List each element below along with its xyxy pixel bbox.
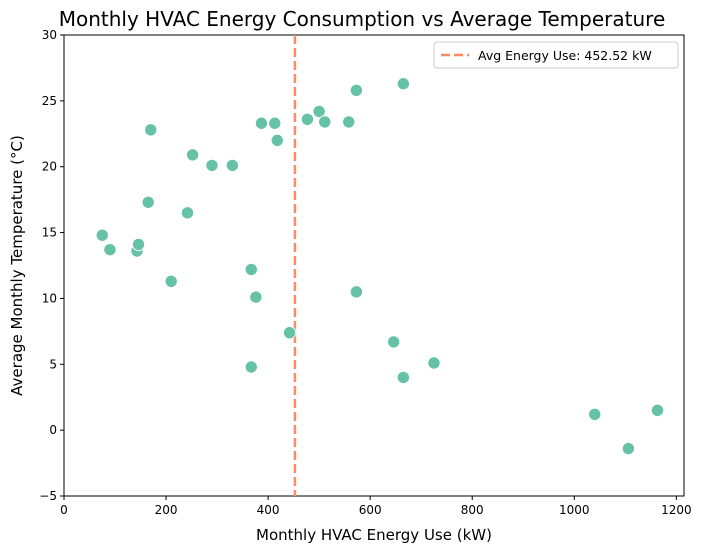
x-tick-label: 600 [359, 503, 382, 517]
data-point [270, 133, 285, 148]
data-point [318, 115, 332, 129]
x-tick-label: 1200 [661, 503, 692, 517]
data-point [396, 77, 411, 91]
data-point [427, 356, 441, 370]
x-tick-label: 0 [60, 503, 68, 517]
y-axis-ticks: −5 0 5 10 15 20 25 30 [39, 28, 64, 503]
data-point [282, 325, 297, 340]
data-point [244, 262, 258, 277]
data-point [164, 274, 178, 289]
data-point [131, 237, 146, 252]
data-point [300, 112, 315, 126]
data-point [396, 370, 411, 385]
legend-label: Avg Energy Use: 452.52 kW [478, 48, 652, 63]
x-axis-ticks: 0 200 400 600 800 1000 1200 [60, 496, 692, 517]
data-point [268, 116, 282, 130]
chart-title: Monthly HVAC Energy Consumption vs Avera… [59, 7, 666, 31]
data-point [141, 195, 155, 209]
data-point [185, 148, 200, 162]
plot-frame [63, 34, 685, 497]
y-tick-label: 25 [42, 94, 57, 108]
x-tick-label: 1000 [559, 503, 590, 517]
y-tick-label: 30 [42, 28, 57, 42]
x-tick-label: 800 [461, 503, 484, 517]
data-point [342, 115, 356, 129]
data-point [386, 335, 401, 349]
data-points [95, 77, 665, 456]
data-point [244, 360, 258, 374]
legend: Avg Energy Use: 452.52 kW [433, 41, 679, 69]
y-tick-label: 5 [49, 357, 57, 371]
data-point [621, 441, 636, 456]
y-axis-title: Average Monthly Temperature (°C) [8, 135, 26, 396]
data-point [103, 242, 117, 257]
data-point [254, 116, 269, 130]
y-tick-label: 0 [49, 423, 57, 437]
data-point [180, 206, 195, 220]
y-tick-label: 20 [42, 160, 57, 174]
legend-box [433, 41, 679, 69]
data-point [225, 158, 240, 173]
x-tick-label: 400 [257, 503, 280, 517]
y-tick-label: 10 [42, 291, 57, 305]
data-point [249, 290, 263, 304]
data-point [349, 285, 364, 299]
data-point [587, 407, 602, 422]
data-point [95, 228, 109, 242]
data-point [349, 83, 364, 98]
x-axis-title: Monthly HVAC Energy Use (kW) [256, 526, 492, 544]
data-point [144, 123, 158, 137]
y-tick-label: 15 [42, 226, 57, 240]
data-point [650, 403, 665, 418]
y-tick-label: −5 [39, 489, 57, 503]
x-tick-label: 200 [155, 503, 178, 517]
data-point [312, 104, 326, 119]
data-point [205, 158, 219, 173]
